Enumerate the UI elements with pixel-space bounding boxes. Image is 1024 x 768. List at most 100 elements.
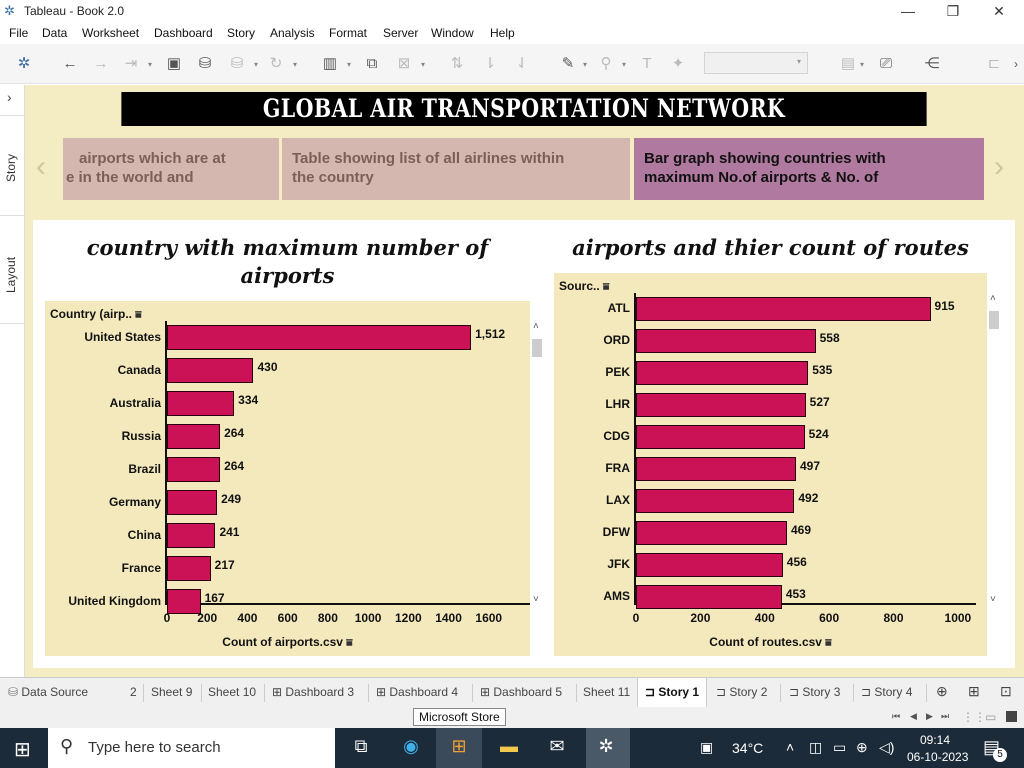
bar[interactable]	[167, 589, 201, 614]
language-icon[interactable]: ⊕	[856, 739, 868, 755]
duplicate-icon[interactable]: ⧉	[366, 55, 378, 72]
bar[interactable]	[167, 523, 216, 548]
category-label[interactable]: LHR	[605, 397, 630, 411]
bar[interactable]	[636, 457, 796, 481]
datasource-dropdown-icon[interactable]: ▾	[254, 60, 259, 69]
bar[interactable]	[167, 391, 235, 416]
tab-story-4[interactable]: ⊐ Story 4	[861, 685, 912, 699]
menu-data[interactable]: Data	[42, 26, 68, 40]
close-button[interactable]: ✕	[993, 3, 1005, 19]
highlight-icon[interactable]: ✎	[561, 55, 575, 72]
windows-start-icon[interactable]: ⊞	[14, 739, 31, 761]
swap-icon[interactable]: ⇅	[450, 55, 464, 72]
story-next-arrow-icon[interactable]: ›	[994, 150, 1004, 183]
bar[interactable]	[636, 297, 931, 321]
category-label[interactable]: Canada	[117, 362, 161, 377]
clock-time[interactable]: 09:14	[920, 733, 951, 747]
sort-descending-icon[interactable]: ⇃	[515, 55, 529, 72]
fit-select[interactable]: ▾	[704, 52, 808, 74]
scroll-up-icon[interactable]: ˄	[990, 293, 996, 304]
show-me-icon[interactable]: ▤	[840, 55, 856, 72]
sort-icon[interactable]: ⩸	[602, 281, 610, 293]
category-label[interactable]: Australia	[109, 395, 161, 410]
bar[interactable]	[636, 521, 787, 545]
menu-file[interactable]: File	[9, 26, 29, 40]
tab-data-source[interactable]: ⛁ Data Source	[8, 685, 88, 699]
bar[interactable]	[636, 425, 805, 449]
next-sheet-icon[interactable]: ▶	[926, 711, 933, 721]
scroll-down-icon[interactable]: ˅	[533, 594, 539, 605]
microsoft-store-icon[interactable]: ⊞	[451, 736, 467, 756]
bar[interactable]	[636, 393, 806, 417]
undo-icon[interactable]: ←	[62, 55, 78, 72]
new-worksheet-icon[interactable]: ▥	[322, 55, 338, 72]
save-icon[interactable]: ▣	[166, 55, 182, 72]
story-point-3-active[interactable]: Bar graph showing countries with maximum…	[634, 138, 984, 200]
labels-icon[interactable]: T	[642, 55, 652, 72]
tabs-view-icon[interactable]	[1006, 711, 1017, 722]
minimize-button[interactable]: —	[901, 3, 915, 19]
bar[interactable]	[167, 490, 218, 515]
tab-dashboard-3[interactable]: ⊞ Dashboard 3	[272, 685, 354, 699]
mail-icon[interactable]: ✉	[549, 736, 565, 756]
menu-story[interactable]: Story	[227, 26, 256, 40]
group-dropdown-icon[interactable]: ▾	[622, 60, 627, 69]
chart2-scroll-thumb[interactable]	[989, 311, 999, 329]
volume-icon[interactable]: ◁)	[879, 739, 895, 755]
menu-worksheet[interactable]: Worksheet	[82, 26, 140, 40]
network-status-icon[interactable]: ◫	[809, 739, 823, 755]
tab-story-1[interactable]: ⊐ Story 1	[645, 685, 699, 699]
category-label[interactable]: United States	[84, 329, 161, 344]
category-label[interactable]: DFW	[602, 525, 630, 539]
refresh-icon[interactable]: ↻	[269, 55, 283, 72]
category-label[interactable]: Russia	[121, 428, 161, 443]
menu-window[interactable]: Window	[431, 26, 474, 40]
menu-server[interactable]: Server	[383, 26, 419, 40]
clear-dropdown-icon[interactable]: ▾	[421, 60, 426, 69]
category-label[interactable]: France	[121, 560, 161, 575]
new-dashboard-tab-icon[interactable]: ⊞	[968, 683, 980, 699]
highlight-dropdown-icon[interactable]: ▾	[583, 60, 588, 69]
category-label[interactable]: ORD	[603, 333, 630, 347]
pin-icon[interactable]: ✦	[671, 55, 685, 72]
redo-icon[interactable]: →	[93, 55, 109, 72]
chart2-row-header[interactable]: Sourc.. ⩸	[559, 279, 609, 294]
chart1-scrollbar[interactable]: ˄ ˅	[530, 321, 544, 605]
prev-sheet-icon[interactable]: ◀	[910, 711, 917, 721]
bar[interactable]	[167, 325, 472, 350]
menu-dashboard[interactable]: Dashboard	[154, 26, 213, 40]
share-icon[interactable]: ⋲	[924, 55, 940, 72]
sort-icon[interactable]: ⩸	[135, 309, 142, 321]
tab-sheet-11[interactable]: Sheet 11	[583, 685, 631, 699]
bar[interactable]	[636, 489, 795, 513]
tab-sheet-9[interactable]: Sheet 9	[151, 685, 193, 699]
menu-analysis[interactable]: Analysis	[270, 26, 315, 40]
category-label[interactable]: LAX	[606, 493, 630, 507]
tab-dashboard-5[interactable]: ⊞ Dashboard 5	[480, 685, 562, 699]
menu-help[interactable]: Help	[490, 26, 515, 40]
bar[interactable]	[636, 329, 816, 353]
category-label[interactable]: China	[127, 527, 161, 542]
category-label[interactable]: ATL	[607, 301, 630, 315]
replay-icon[interactable]: ⇥	[124, 55, 138, 72]
story-point-2[interactable]: Table showing list of all airlines withi…	[282, 138, 630, 200]
scroll-up-icon[interactable]: ˄	[533, 321, 539, 332]
tableau-home-icon[interactable]: ✲	[17, 55, 31, 72]
chart2-scrollbar[interactable]: ˄ ˅	[987, 293, 1001, 605]
show-me-dropdown-icon[interactable]: ▾	[860, 60, 865, 69]
weather-icon[interactable]: ▣	[700, 739, 714, 755]
first-sheet-icon[interactable]: ⏮	[892, 711, 901, 721]
new-datasource-icon[interactable]: ⛁	[198, 55, 212, 72]
scroll-down-icon[interactable]: ˅	[990, 594, 996, 605]
taskbar-search-box[interactable]: ⚲ Type here to search	[48, 728, 335, 768]
category-label[interactable]: FRA	[605, 461, 630, 475]
tab-layout-pane[interactable]: Layout	[4, 256, 18, 293]
tray-chevron-icon[interactable]: ˄	[786, 739, 795, 755]
filmstrip-icon[interactable]: ▭	[985, 710, 997, 724]
refresh-dropdown-icon[interactable]: ▾	[293, 60, 298, 69]
datasource-icon[interactable]: ⛁	[230, 55, 244, 72]
category-label[interactable]: CDG	[603, 429, 630, 443]
tab-story-2[interactable]: ⊐ Story 2	[716, 685, 767, 699]
new-worksheet-dropdown-icon[interactable]: ▾	[347, 60, 352, 69]
bar[interactable]	[167, 358, 254, 383]
